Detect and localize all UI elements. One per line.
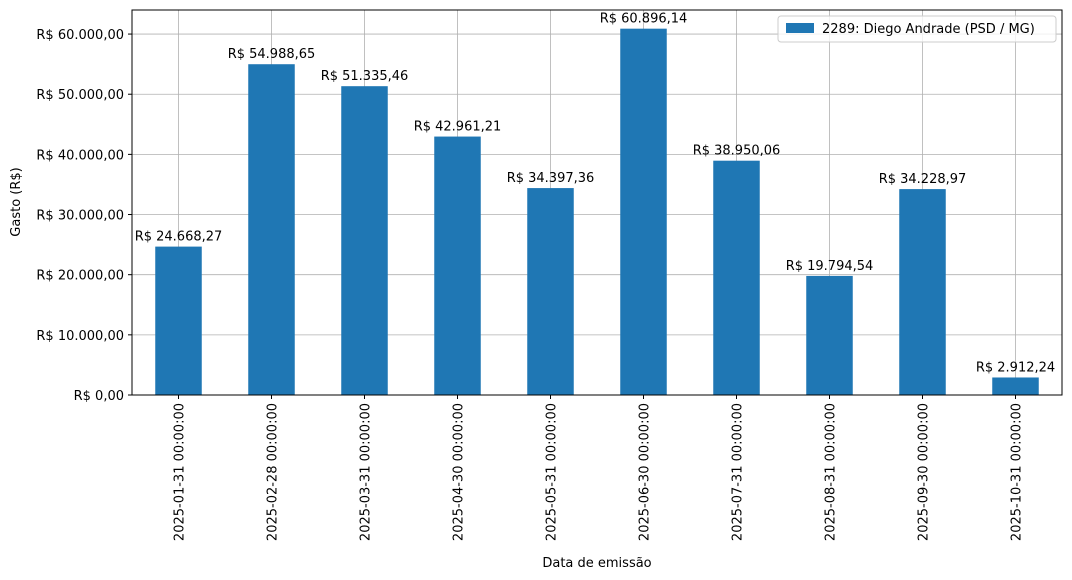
bar-value-label: R$ 38.950,06 (693, 144, 781, 159)
bar (899, 189, 946, 395)
x-tick-label: 2025-08-31 00:00:00 (824, 403, 839, 541)
y-tick-label: R$ 40.000,00 (36, 148, 124, 163)
bar-value-label: R$ 51.335,46 (321, 69, 409, 84)
bar-value-label: R$ 2.912,24 (976, 360, 1055, 375)
y-tick-label: R$ 60.000,00 (36, 28, 124, 43)
bar-value-label: R$ 34.228,97 (879, 172, 967, 187)
bar (155, 246, 202, 395)
bar (620, 28, 667, 395)
bar (434, 136, 481, 396)
x-axis-label: Data de emissão (542, 556, 651, 571)
x-tick-label: 2025-10-31 00:00:00 (1010, 403, 1025, 541)
y-tick-label: R$ 0,00 (74, 389, 124, 404)
bar-value-label: R$ 19.794,54 (786, 259, 874, 274)
x-tick-label: 2025-01-31 00:00:00 (173, 403, 188, 541)
y-tick-label: R$ 50.000,00 (36, 88, 124, 103)
x-tick-label: 2025-04-30 00:00:00 (452, 403, 467, 541)
x-tick-label: 2025-02-28 00:00:00 (266, 403, 281, 541)
bar (527, 188, 574, 395)
y-tick-label: R$ 30.000,00 (36, 209, 124, 224)
bars (155, 28, 1039, 396)
y-axis-label: Gasto (R$) (9, 167, 24, 236)
bar-value-label: R$ 54.988,65 (228, 47, 316, 62)
bar (806, 275, 853, 395)
bar-value-label: R$ 24.668,27 (135, 230, 223, 245)
bar-value-label: R$ 60.896,14 (600, 12, 688, 27)
x-tick-label: 2025-07-31 00:00:00 (731, 403, 746, 541)
bar-value-label: R$ 42.961,21 (414, 120, 502, 135)
bar (248, 64, 295, 396)
bar (341, 86, 388, 395)
x-tick-label: 2025-06-30 00:00:00 (638, 403, 653, 541)
y-tick-label: R$ 10.000,00 (36, 329, 124, 344)
x-tick-label: 2025-03-31 00:00:00 (359, 403, 374, 541)
legend-entry: 2289: Diego Andrade (PSD / MG) (822, 22, 1035, 37)
legend-swatch (786, 23, 814, 33)
legend: 2289: Diego Andrade (PSD / MG) (777, 15, 1057, 43)
bar (713, 160, 760, 395)
y-tick-label: R$ 20.000,00 (36, 269, 124, 284)
bar-value-label: R$ 34.397,36 (507, 171, 595, 186)
x-tick-label: 2025-09-30 00:00:00 (917, 403, 932, 541)
bar (992, 377, 1039, 395)
plot-frame (131, 9, 1063, 396)
legend-frame (777, 15, 1057, 43)
x-tick-label: 2025-05-31 00:00:00 (545, 403, 560, 541)
data-labels: R$ 24.668,27 R$ 54.988,65 R$ 51.335,46 R$ 4… (135, 12, 1055, 376)
ticks: R$ 0,00 R$ 10.000,00 R$ 20.000,00 R$ 30.000… (36, 28, 1024, 541)
